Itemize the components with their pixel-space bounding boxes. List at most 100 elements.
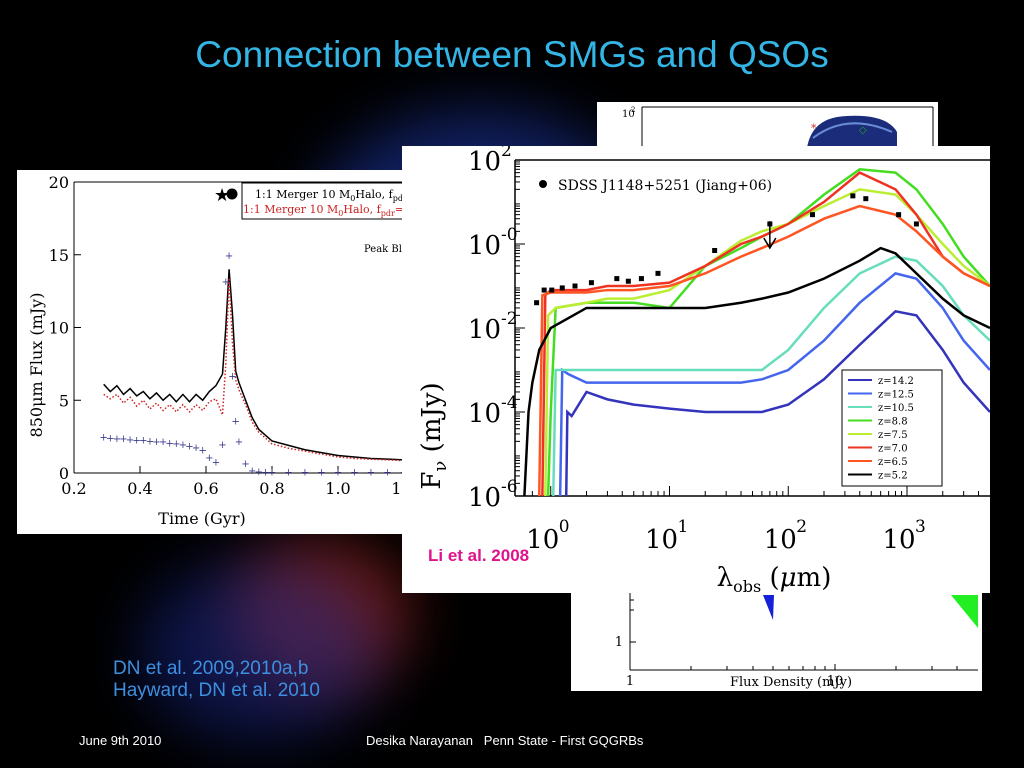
sed-ytick: 10 xyxy=(468,315,501,345)
footer-date: June 9th 2010 xyxy=(79,733,162,748)
flux-time-xtick: 0.2 xyxy=(61,479,86,498)
sed-legend: z=14.2 z=12.5 z=10.5 z=8.8 z=7.5 z=7.0 z=6.5 z=… xyxy=(841,369,943,487)
flux-time-series-line xyxy=(103,269,407,461)
sed-observed-point xyxy=(638,276,644,282)
flux-time-panel: 051015200.20.40.60.81.01.2++++++++++++++… xyxy=(17,170,407,534)
sed-xtick: 10 xyxy=(764,525,797,555)
flux-time-point: + xyxy=(172,439,180,450)
sed-observed-point xyxy=(534,300,540,306)
reference-label: Li et al. 2008 xyxy=(428,546,530,565)
flux-density-ytick: 1 xyxy=(615,635,623,650)
flux-time-point: + xyxy=(255,467,263,478)
flux-time-point: + xyxy=(146,436,154,447)
sed-series-line xyxy=(552,255,990,497)
flux-time-ytick: 15 xyxy=(49,246,69,265)
sed-ytick: 10 xyxy=(468,231,501,261)
sed-legend-label: z=5.2 xyxy=(878,471,908,482)
sed-observed-point xyxy=(655,270,661,276)
flux-time-chart: 051015200.20.40.60.81.01.2++++++++++++++… xyxy=(27,173,407,528)
flux-time-point: + xyxy=(100,433,108,444)
flux-time-point: + xyxy=(192,443,200,454)
flux-time-point: + xyxy=(225,251,233,262)
flux-time-series-line xyxy=(103,277,407,462)
flux-time-point: + xyxy=(301,468,309,479)
citations: DN et al. 2009,2010a,b Hayward, DN et al… xyxy=(113,658,320,702)
sed-observed-point xyxy=(712,248,718,254)
sed-legend-label: z=12.5 xyxy=(878,390,914,401)
sed-xtick: 10 xyxy=(526,525,559,555)
flux-density-chart: 1 1 10 Flux Density (mJy) xyxy=(615,590,978,690)
sed-xtick: 10 xyxy=(882,525,915,555)
flux-time-point: + xyxy=(205,453,213,464)
citation-2: Hayward, DN et al. 2010 xyxy=(113,680,320,701)
legend-entry-1: 1:1 Merger 10 M0Halo, fpdr=1 xyxy=(255,188,407,203)
flux-density-ticks xyxy=(630,599,958,670)
flux-time-legend xyxy=(241,182,407,220)
flux-time-point: + xyxy=(152,437,160,448)
flux-density-ytick-top: 10 xyxy=(622,109,635,120)
flux-time-point: + xyxy=(261,468,269,479)
sed-legend-label: z=7.5 xyxy=(878,430,908,441)
sed-legend-box xyxy=(841,369,943,487)
flux-density-top-panel: 10 2 * ◇ xyxy=(597,102,938,148)
sed-legend-label: z=14.2 xyxy=(878,376,914,387)
flux-density-xtick-1: 1 xyxy=(626,674,634,689)
observed-legend-marker xyxy=(539,180,547,188)
flux-time-point: + xyxy=(232,417,240,428)
observed-legend-label: SDSS J1148+5251 (Jiang+06) xyxy=(558,178,772,194)
legend-circle-icon xyxy=(226,188,238,200)
flux-density-diamond: ◇ xyxy=(859,125,867,136)
sed-ytick-exp: -6 xyxy=(501,477,518,497)
sed-observed-point xyxy=(809,212,815,218)
sed-chart: 10 210 -010 -210 -410 -610 0 10 1 10 2 10 3 z=14.2z=… xyxy=(417,146,990,593)
legend-entry-2: 1:1 Merger 10 M0Halo, fpdr=0.3 xyxy=(243,203,407,218)
flux-time-point: + xyxy=(241,459,249,470)
flux-time-ytick: 0 xyxy=(59,464,69,483)
sed-xtick-exp: 1 xyxy=(677,517,688,537)
sed-ytick: 10 xyxy=(468,399,501,429)
flux-time-point: + xyxy=(367,468,375,479)
footer-author: Desika Narayanan Penn State - First GQGR… xyxy=(366,733,644,748)
flux-time-xtick: 0.4 xyxy=(127,479,152,498)
sed-xtick-exp: 3 xyxy=(915,517,926,537)
flux-time-point: + xyxy=(179,440,187,451)
slide-title: Connection between SMGs and QSOs xyxy=(195,34,829,75)
flux-time-point: + xyxy=(317,468,325,479)
flux-time-point: + xyxy=(284,468,292,479)
sed-series-line xyxy=(523,246,990,497)
sed-upper-limit-arrowhead xyxy=(763,237,777,250)
sed-observed-point xyxy=(863,196,869,202)
flux-time-point: + xyxy=(228,372,236,383)
flux-density-xtick-10: 10 xyxy=(827,674,844,689)
flux-time-xtick: 1.0 xyxy=(325,479,350,498)
flux-density-green-marker xyxy=(951,595,978,628)
flux-time-point: + xyxy=(350,468,358,479)
sed-ytick-exp: 2 xyxy=(501,146,512,161)
flux-density-star: * xyxy=(811,122,817,135)
flux-density-xlabel: Flux Density (mJy) xyxy=(730,675,852,690)
flux-time-point: + xyxy=(185,441,193,452)
flux-time-ytick: 5 xyxy=(59,391,69,410)
flux-time-point: + xyxy=(334,468,342,479)
sed-xtick: 10 xyxy=(645,525,678,555)
legend-star-icon: ★ xyxy=(214,185,230,206)
sed-ytick-exp: -4 xyxy=(501,393,518,413)
sed-series-line xyxy=(537,204,990,497)
flux-time-ylabel: 850μm Flux (mJy) xyxy=(27,293,46,438)
citation-1: DN et al. 2009,2010a,b xyxy=(113,658,309,679)
sed-observed-point xyxy=(541,287,547,293)
flux-time-point: + xyxy=(166,438,174,449)
flux-density-contour xyxy=(812,122,893,139)
sed-panel: 10 2 10 -0 10 -2 10 -4 10 -6 10 0 10 1 10 2 10 3 z=14.2 z=… xyxy=(402,146,990,593)
flux-time-ytick: 10 xyxy=(49,319,69,338)
sed-ytick-exp: -0 xyxy=(501,225,518,245)
flux-time-point: + xyxy=(222,277,230,288)
sed-ytick-exp: -2 xyxy=(501,309,518,329)
flux-time-point: + xyxy=(159,437,167,448)
flux-time-point: + xyxy=(133,436,141,447)
sed-series-line xyxy=(564,309,990,497)
sed-legend-label: z=10.5 xyxy=(878,403,914,414)
flux-density-blue-marker xyxy=(763,595,774,620)
flux-time-annotation: Peak Bl xyxy=(364,244,402,255)
